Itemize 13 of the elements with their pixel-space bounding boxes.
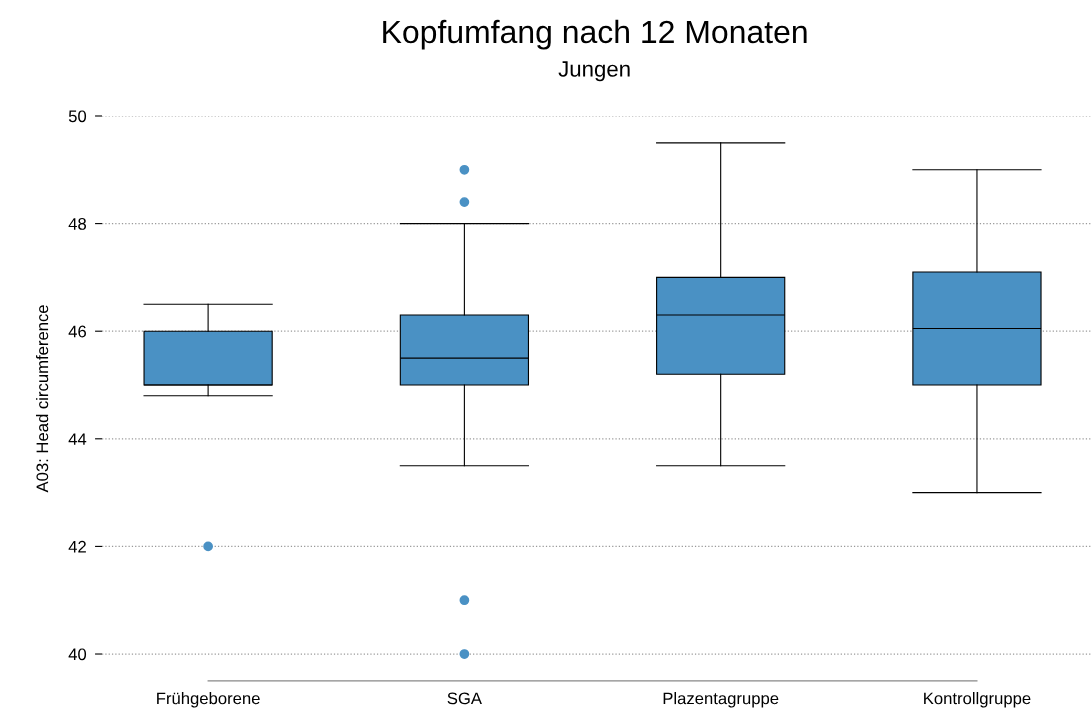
y-tick-label: 42 xyxy=(68,540,86,553)
x-tick-label: SGA xyxy=(447,692,482,705)
y-tick-label: 48 xyxy=(68,218,87,230)
x-tick-label: Plazentagruppe xyxy=(663,692,779,708)
y-axis-title: A03: Head circumference xyxy=(35,305,49,493)
chart-title: Kopfumfang nach 12 Monaten xyxy=(383,19,807,50)
y-tick-label: 50 xyxy=(68,110,87,123)
y-tick-label: 44 xyxy=(68,433,87,445)
chart-subtitle: Jungen xyxy=(558,61,630,82)
y-tick-label: 46 xyxy=(68,325,86,338)
x-tick-label: Kontrollgruppe xyxy=(924,692,1031,708)
y-tick-label: 40 xyxy=(68,648,87,661)
x-tick-label: Frühgeborene xyxy=(157,692,260,708)
